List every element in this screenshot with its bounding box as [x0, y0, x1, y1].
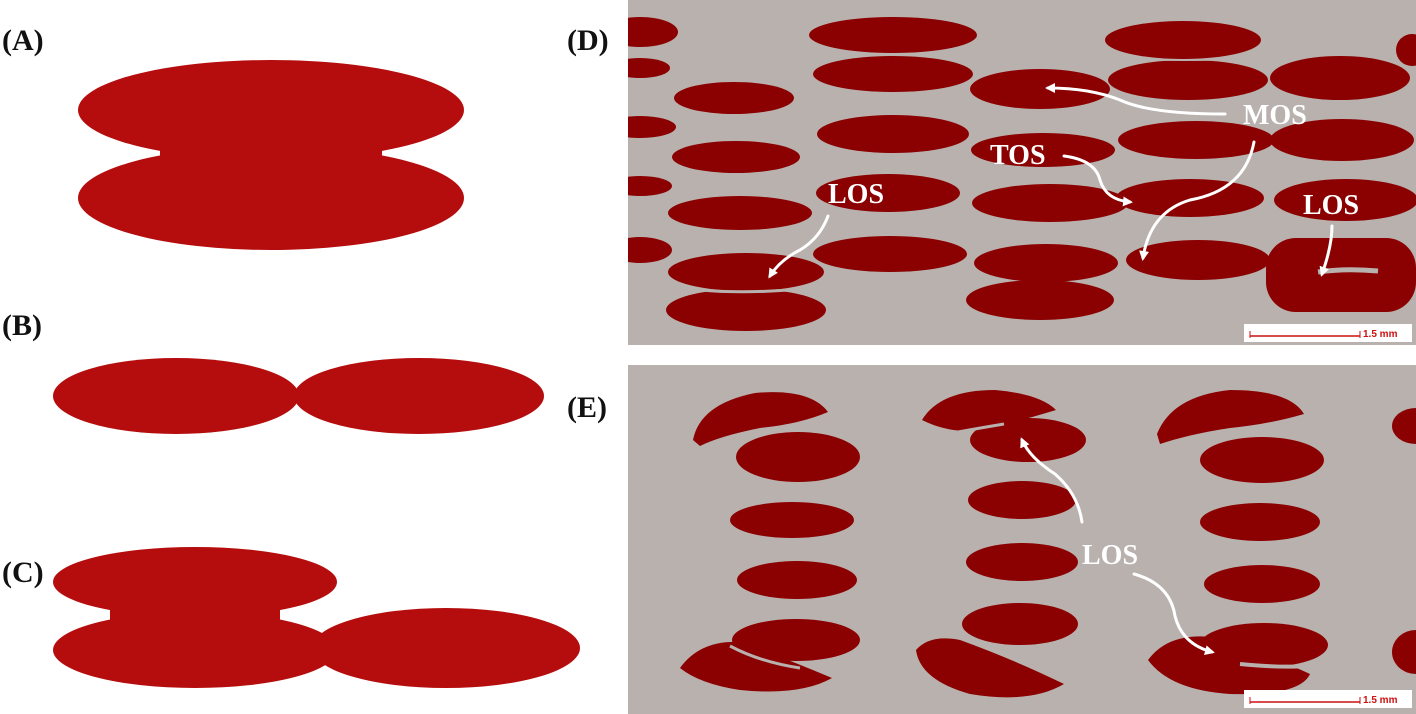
panel-e: (E) [567, 365, 1416, 714]
panel-a-lower-ellipse [78, 146, 464, 250]
panel-d-los-label-right: LOS [1303, 190, 1359, 221]
panel-a-shapes [78, 60, 464, 250]
panel-d-mos-arrow-lower [1139, 140, 1256, 261]
panel-c-lower-right-ellipse [312, 608, 580, 688]
panel-d-label: (D) [567, 24, 609, 57]
panel-c-upper-ellipse [53, 547, 337, 617]
panel-b-right-ellipse [294, 358, 544, 434]
panel-e-micrograph [680, 390, 1416, 698]
panel-c-shapes [53, 547, 580, 688]
panel-a: (A) [2, 24, 464, 250]
panel-d-seam-1 [1109, 57, 1261, 61]
panel-e-crack-1 [957, 422, 1005, 434]
panel-e-los-label: LOS [1082, 540, 1138, 571]
panel-c-lower-left-ellipse [53, 612, 337, 688]
panel-c: (C) [2, 547, 580, 688]
panel-d-tos-label: TOS [990, 140, 1046, 171]
panel-c-overlap [110, 602, 280, 626]
panel-e-scale-bar: 1.5 mm [1244, 690, 1412, 708]
panel-d-tos-arrow [1062, 154, 1133, 207]
panel-d-los-crack-left [699, 287, 801, 294]
panel-b-shapes [53, 358, 544, 434]
panel-d-mos-label: MOS [1243, 100, 1307, 131]
panel-a-label: (A) [2, 24, 44, 57]
panel-e-los-arrow-lower [1132, 572, 1215, 656]
panel-e-los-arrow-upper [1020, 437, 1084, 524]
panel-d-los-crack-right [1317, 267, 1379, 275]
panel-b: (B) [2, 309, 544, 434]
panel-a-upper-ellipse [78, 60, 464, 160]
panel-b-label: (B) [2, 309, 42, 342]
panel-a-overlap [160, 140, 382, 170]
panel-d-los-arrow-right [1319, 224, 1334, 277]
panel-d-los-arrow-left [768, 214, 830, 279]
panel-d-los-label-left: LOS [828, 179, 884, 210]
panel-e-crack-3 [1239, 662, 1307, 669]
panel-b-left-ellipse [53, 358, 299, 434]
panel-d-mos-arrow-upper [1045, 83, 1227, 116]
panel-d-scale-bar: 1.5 mm [1244, 324, 1412, 342]
panel-e-label: (E) [567, 391, 607, 424]
panel-d-scale-text: 1.5 mm [1363, 329, 1398, 340]
panel-d: (D) [567, 0, 1416, 345]
panel-e-scale-text: 1.5 mm [1363, 695, 1398, 706]
panel-e-crack-2 [729, 644, 801, 670]
panel-c-label: (C) [2, 556, 44, 589]
